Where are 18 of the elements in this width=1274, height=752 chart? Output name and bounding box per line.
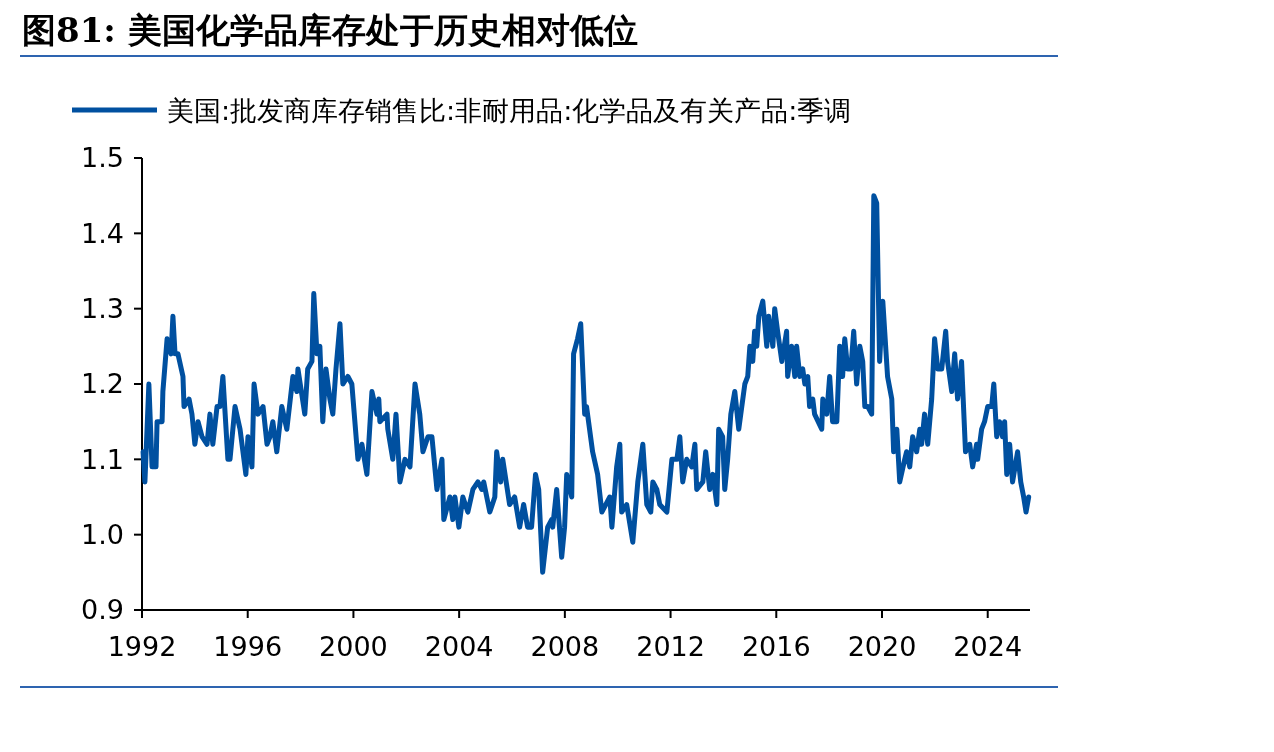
y-tick-label: 1.2 xyxy=(81,368,124,400)
y-tick-label: 1.0 xyxy=(81,519,124,551)
chart-title: 图81: 美国化学品库存处于历史相对低位 xyxy=(22,10,638,50)
x-tick-label: 2008 xyxy=(530,631,600,662)
y-tick-label: 1.3 xyxy=(81,293,124,325)
y-tick-label: 1.5 xyxy=(81,142,124,174)
x-tick-label: 2016 xyxy=(741,631,811,662)
x-tick-label: 2024 xyxy=(953,631,1023,662)
x-tick-label: 2020 xyxy=(847,631,917,662)
x-tick-label: 1996 xyxy=(213,631,283,662)
legend-label: 美国:批发商库存销售比:非耐用品:化学品及有关产品:季调 xyxy=(167,95,852,126)
y-tick-label: 1.4 xyxy=(81,217,124,249)
x-tick-label: 2000 xyxy=(319,631,388,662)
x-tick-label: 2012 xyxy=(636,631,705,662)
y-tick-label: 0.9 xyxy=(81,594,124,626)
y-tick-label: 1.1 xyxy=(81,443,124,475)
x-tick-label: 2004 xyxy=(424,631,494,662)
x-tick-label: 1992 xyxy=(107,631,177,662)
